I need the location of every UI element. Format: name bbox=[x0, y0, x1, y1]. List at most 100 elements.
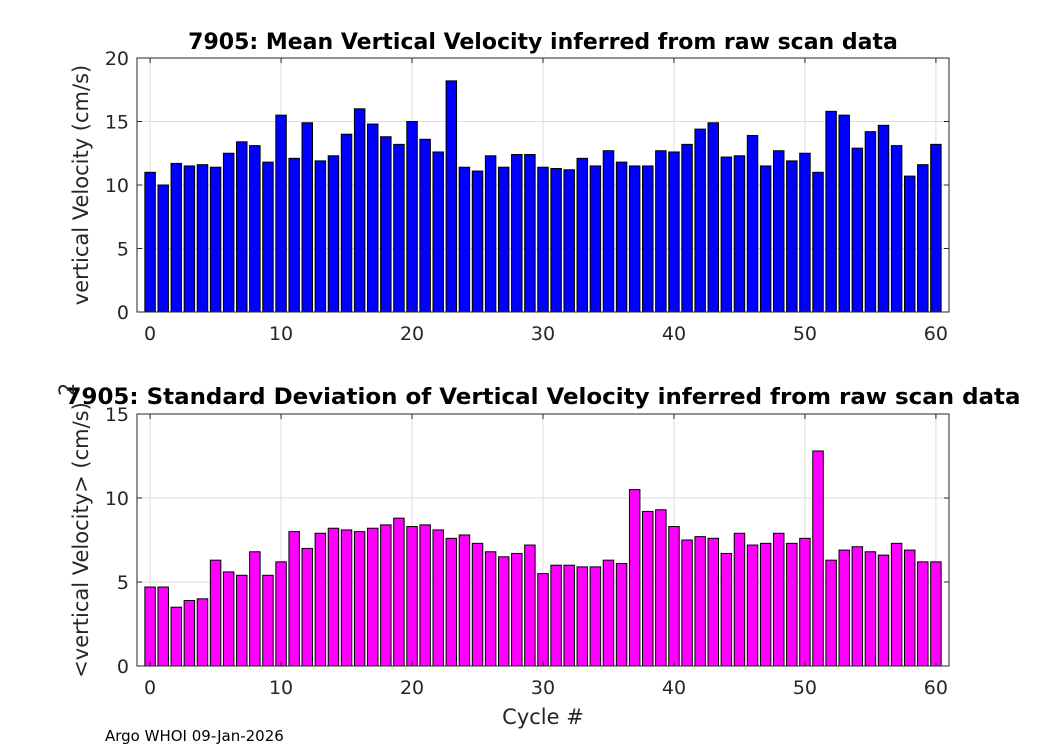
mean-bar-cycle-38 bbox=[642, 165, 654, 313]
mean-bar-cycle-24 bbox=[458, 166, 471, 313]
mean-bar-cycle-27 bbox=[497, 166, 510, 313]
std-bar-cycle-4 bbox=[196, 598, 209, 667]
std-bar-cycle-27 bbox=[497, 556, 510, 667]
mean-ytick-label: 15 bbox=[105, 112, 129, 134]
mean-bar-cycle-10 bbox=[275, 114, 287, 313]
std-bar-cycle-2 bbox=[170, 606, 183, 667]
mean-bar-cycle-14 bbox=[327, 155, 340, 313]
std-bar-cycle-16 bbox=[353, 531, 366, 667]
std-bar-cycle-7 bbox=[236, 574, 248, 667]
std-bar-cycle-37 bbox=[628, 489, 641, 667]
std-velocity-ylabel: <vertical Velocity> (cm/s) bbox=[69, 402, 93, 678]
mean-bar-cycle-35 bbox=[602, 150, 615, 313]
std-xtick-label: 50 bbox=[793, 677, 817, 699]
footer-credit: Argo WHOI 09-Jan-2026 bbox=[105, 727, 284, 745]
std-ytick-label: 0 bbox=[117, 656, 129, 678]
mean-bar-cycle-51 bbox=[812, 171, 824, 313]
mean-bar-cycle-43 bbox=[707, 122, 719, 313]
mean-bar-cycle-1 bbox=[157, 184, 169, 313]
std-bar-cycle-24 bbox=[458, 534, 471, 667]
mean-bar-cycle-42 bbox=[694, 128, 706, 313]
mean-bar-cycle-21 bbox=[419, 138, 431, 313]
std-bar-cycle-1 bbox=[157, 586, 169, 667]
mean-bar-cycle-9 bbox=[262, 161, 274, 313]
std-bar-cycle-12 bbox=[301, 547, 313, 667]
mean-bar-cycle-4 bbox=[196, 164, 209, 313]
mean-bar-cycle-26 bbox=[484, 155, 497, 313]
mean-xtick-label: 30 bbox=[531, 323, 555, 345]
std-bar-cycle-46 bbox=[746, 544, 759, 667]
mean-bar-cycle-59 bbox=[917, 164, 929, 313]
mean-bar-cycle-15 bbox=[340, 133, 353, 313]
mean-xtick-label: 50 bbox=[793, 323, 817, 345]
std-velocity-ylabel-superscript: 2 bbox=[55, 383, 79, 396]
std-bar-cycle-29 bbox=[524, 544, 536, 667]
std-bar-cycle-26 bbox=[484, 551, 497, 667]
std-bar-cycle-0 bbox=[144, 586, 156, 667]
mean-bar-cycle-22 bbox=[432, 151, 444, 313]
mean-bar-cycle-57 bbox=[890, 145, 903, 313]
std-bar-cycle-33 bbox=[576, 566, 589, 667]
std-bar-cycle-31 bbox=[550, 564, 562, 667]
std-bar-cycle-57 bbox=[890, 542, 903, 667]
std-ytick-label: 15 bbox=[105, 404, 129, 426]
std-xtick-label: 0 bbox=[144, 677, 156, 699]
std-xtick-label: 60 bbox=[924, 677, 948, 699]
mean-bar-cycle-16 bbox=[353, 108, 366, 313]
mean-bar-cycle-48 bbox=[773, 150, 785, 313]
std-bar-cycle-17 bbox=[367, 527, 379, 667]
std-bar-cycle-32 bbox=[563, 564, 575, 667]
mean-bar-cycle-34 bbox=[589, 165, 602, 313]
mean-bar-cycle-41 bbox=[681, 143, 693, 313]
mean-bar-cycle-0 bbox=[144, 171, 156, 313]
std-bar-cycle-6 bbox=[222, 571, 235, 667]
mean-bar-cycle-40 bbox=[668, 151, 680, 313]
std-bar-cycle-14 bbox=[327, 527, 340, 667]
mean-ytick-label: 10 bbox=[105, 175, 129, 197]
std-bar-cycle-49 bbox=[786, 542, 798, 667]
mean-bar-cycle-31 bbox=[550, 167, 562, 313]
mean-bar-cycle-33 bbox=[576, 157, 589, 313]
std-velocity-title: 7905: Standard Deviation of Vertical Vel… bbox=[66, 385, 1021, 410]
mean-velocity-title: 7905: Mean Vertical Velocity inferred fr… bbox=[188, 30, 898, 55]
std-bar-cycle-53 bbox=[838, 549, 850, 667]
std-bar-cycle-58 bbox=[903, 549, 916, 667]
mean-bar-cycle-45 bbox=[733, 155, 746, 313]
mean-velocity-chart: 0 10 20 30 40 50 60 0 5 10 15 20 7905: Mean Vertica… bbox=[69, 30, 950, 345]
std-bar-cycle-40 bbox=[668, 526, 680, 667]
std-bar-cycle-21 bbox=[419, 524, 431, 667]
mean-bar-cycle-28 bbox=[511, 154, 523, 313]
mean-bar-cycle-30 bbox=[537, 166, 549, 313]
mean-bar-cycle-17 bbox=[367, 123, 379, 313]
mean-bar-cycle-18 bbox=[380, 136, 392, 313]
mean-xtick-label: 40 bbox=[662, 323, 686, 345]
std-xtick-label: 20 bbox=[400, 677, 424, 699]
mean-bar-cycle-7 bbox=[236, 141, 248, 313]
mean-xtick-label: 0 bbox=[144, 323, 156, 345]
mean-bar-cycle-58 bbox=[903, 175, 916, 313]
mean-xtick-label: 20 bbox=[400, 323, 424, 345]
mean-bar-cycle-49 bbox=[786, 160, 798, 313]
mean-bar-cycle-23 bbox=[445, 80, 458, 313]
std-bar-cycle-41 bbox=[681, 539, 693, 667]
mean-xtick-label: 60 bbox=[924, 323, 948, 345]
std-bar-cycle-5 bbox=[209, 559, 222, 667]
mean-bar-cycle-46 bbox=[746, 134, 759, 313]
std-bar-cycle-18 bbox=[380, 524, 392, 667]
std-bar-cycle-13 bbox=[314, 532, 327, 667]
std-bar-cycle-23 bbox=[445, 537, 458, 667]
std-bar-cycle-55 bbox=[864, 551, 877, 667]
std-bar-cycle-56 bbox=[877, 554, 890, 667]
std-xtick-label: 10 bbox=[269, 677, 293, 699]
mean-bar-cycle-50 bbox=[799, 152, 811, 313]
mean-bar-cycle-3 bbox=[183, 165, 196, 313]
std-bar-cycle-54 bbox=[851, 546, 864, 667]
mean-bar-cycle-44 bbox=[720, 156, 733, 313]
std-xtick-label: 40 bbox=[662, 677, 686, 699]
mean-velocity-ylabel: vertical Velocity (cm/s) bbox=[69, 65, 93, 305]
mean-bar-cycle-6 bbox=[222, 152, 235, 313]
mean-bar-cycle-29 bbox=[524, 154, 536, 313]
std-bar-cycle-43 bbox=[707, 537, 719, 667]
mean-ytick-label: 20 bbox=[105, 48, 129, 70]
mean-bar-cycle-53 bbox=[838, 114, 850, 313]
